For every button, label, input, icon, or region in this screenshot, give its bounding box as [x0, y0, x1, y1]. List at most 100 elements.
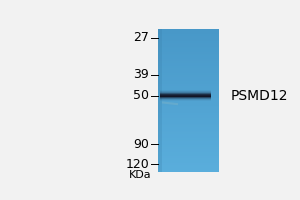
Bar — [158, 120, 219, 122]
Bar — [160, 95, 211, 96]
Bar — [158, 86, 219, 88]
Bar — [158, 73, 219, 75]
Bar — [158, 70, 219, 72]
Bar — [158, 124, 219, 125]
Text: 39: 39 — [133, 68, 149, 81]
Bar — [158, 45, 219, 47]
Text: 120: 120 — [125, 158, 149, 171]
Bar — [158, 93, 219, 95]
Bar — [158, 152, 219, 154]
Bar — [158, 57, 219, 59]
Bar — [160, 93, 211, 94]
Bar — [160, 90, 211, 91]
Bar — [158, 132, 219, 134]
Bar — [158, 55, 219, 57]
Bar — [158, 63, 219, 64]
Bar — [158, 147, 219, 149]
Bar — [158, 59, 219, 61]
Bar — [158, 54, 219, 55]
Bar — [160, 94, 211, 95]
Bar — [158, 91, 219, 93]
Bar — [160, 96, 211, 97]
Bar — [158, 88, 219, 89]
Bar — [158, 106, 219, 107]
Text: PSMD12: PSMD12 — [230, 89, 288, 103]
Bar — [158, 43, 219, 45]
Bar — [160, 92, 211, 93]
Bar — [158, 68, 219, 70]
Bar — [158, 170, 219, 172]
Bar — [158, 98, 219, 100]
Bar — [158, 141, 219, 143]
Bar — [158, 75, 219, 77]
Bar — [158, 116, 219, 118]
Bar — [158, 107, 219, 109]
Bar — [158, 97, 219, 98]
Bar — [158, 100, 219, 102]
Text: KDa: KDa — [129, 170, 152, 180]
Bar — [158, 102, 219, 104]
Bar — [158, 104, 219, 106]
Bar — [158, 113, 219, 115]
Bar — [158, 81, 219, 82]
Bar — [158, 161, 219, 163]
Bar — [158, 61, 219, 63]
Bar — [158, 168, 219, 170]
Bar — [158, 154, 219, 156]
Bar — [158, 136, 219, 138]
Bar — [158, 127, 219, 129]
Bar — [158, 118, 219, 120]
Bar — [158, 32, 219, 34]
Bar — [158, 145, 219, 147]
Bar — [158, 29, 219, 30]
Bar — [158, 159, 219, 161]
Bar — [158, 48, 219, 50]
Bar — [158, 134, 219, 136]
Bar — [158, 84, 219, 86]
Bar — [158, 165, 219, 166]
Bar — [158, 47, 219, 48]
Bar — [158, 163, 219, 165]
Bar — [158, 138, 219, 140]
Bar — [158, 36, 219, 38]
Bar — [158, 66, 219, 68]
Bar — [158, 149, 219, 150]
Bar — [160, 91, 211, 92]
Bar — [160, 96, 211, 97]
Bar — [158, 115, 219, 116]
Bar — [158, 166, 219, 168]
Bar — [158, 158, 219, 159]
Bar — [158, 89, 219, 91]
Bar — [158, 77, 219, 79]
Bar — [158, 122, 219, 124]
Bar — [160, 98, 211, 99]
Bar — [158, 39, 219, 41]
Bar — [158, 131, 219, 132]
Bar — [160, 99, 211, 100]
Bar — [160, 97, 211, 98]
Bar — [158, 34, 219, 36]
Bar — [158, 41, 219, 43]
Bar — [158, 150, 219, 152]
Bar — [158, 143, 219, 145]
Bar — [158, 109, 219, 111]
Text: 50: 50 — [133, 89, 149, 102]
Bar — [158, 82, 219, 84]
Text: 27: 27 — [133, 31, 149, 44]
Bar — [158, 64, 219, 66]
Bar — [158, 111, 219, 113]
Bar — [158, 129, 219, 131]
Bar — [160, 100, 211, 101]
Bar — [158, 79, 219, 81]
Text: 90: 90 — [133, 138, 149, 151]
Bar — [158, 156, 219, 158]
Bar — [158, 29, 162, 172]
Bar — [158, 38, 219, 39]
Bar — [158, 30, 219, 32]
Bar — [158, 72, 219, 73]
Bar — [158, 95, 219, 97]
Bar — [158, 50, 219, 52]
Bar — [158, 52, 219, 54]
Bar — [158, 140, 219, 141]
Bar — [158, 125, 219, 127]
